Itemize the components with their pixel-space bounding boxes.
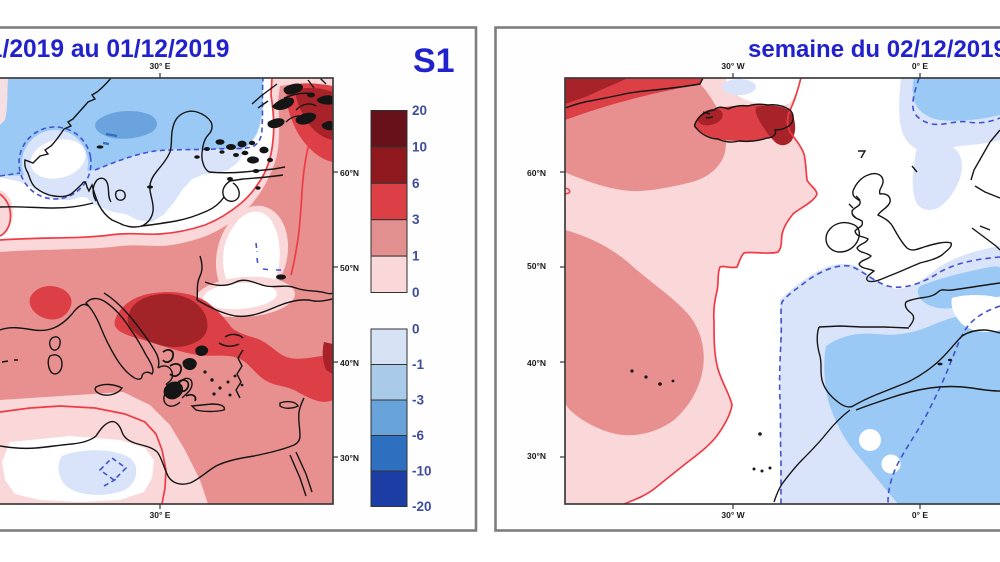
- svg-text:30°N: 30°N: [527, 451, 546, 461]
- svg-text:0: 0: [412, 285, 420, 300]
- svg-text:-20: -20: [412, 499, 432, 514]
- svg-text:0° E: 0° E: [912, 61, 928, 71]
- svg-text:semaine du 02/12/2019: semaine du 02/12/2019: [748, 36, 1000, 63]
- svg-text:-10: -10: [412, 464, 432, 479]
- svg-text:30° W: 30° W: [721, 61, 745, 71]
- svg-text:50°N: 50°N: [340, 263, 359, 273]
- svg-text:-6: -6: [412, 428, 424, 443]
- svg-text:3: 3: [412, 212, 420, 227]
- svg-text:20: 20: [412, 103, 427, 118]
- svg-text:0° E: 0° E: [912, 510, 928, 520]
- svg-text:30° W: 30° W: [721, 510, 745, 520]
- svg-text:6: 6: [412, 176, 420, 191]
- svg-text:-1: -1: [412, 357, 424, 372]
- svg-text:du 25/11/2019 au 01/12/2019: du 25/11/2019 au 01/12/2019: [0, 36, 230, 63]
- svg-text:30° E: 30° E: [150, 510, 171, 520]
- svg-text:40°N: 40°N: [527, 358, 546, 368]
- svg-text:30° E: 30° E: [150, 61, 171, 71]
- svg-text:60°N: 60°N: [340, 168, 359, 178]
- svg-text:1: 1: [412, 249, 420, 264]
- svg-text:30°N: 30°N: [340, 453, 359, 463]
- svg-text:0: 0: [412, 322, 420, 337]
- svg-text:S1: S1: [413, 42, 455, 80]
- svg-text:10: 10: [412, 139, 427, 154]
- svg-text:-3: -3: [412, 393, 424, 408]
- svg-text:60°N: 60°N: [527, 168, 546, 178]
- svg-text:50°N: 50°N: [527, 261, 546, 271]
- svg-text:40°N: 40°N: [340, 358, 359, 368]
